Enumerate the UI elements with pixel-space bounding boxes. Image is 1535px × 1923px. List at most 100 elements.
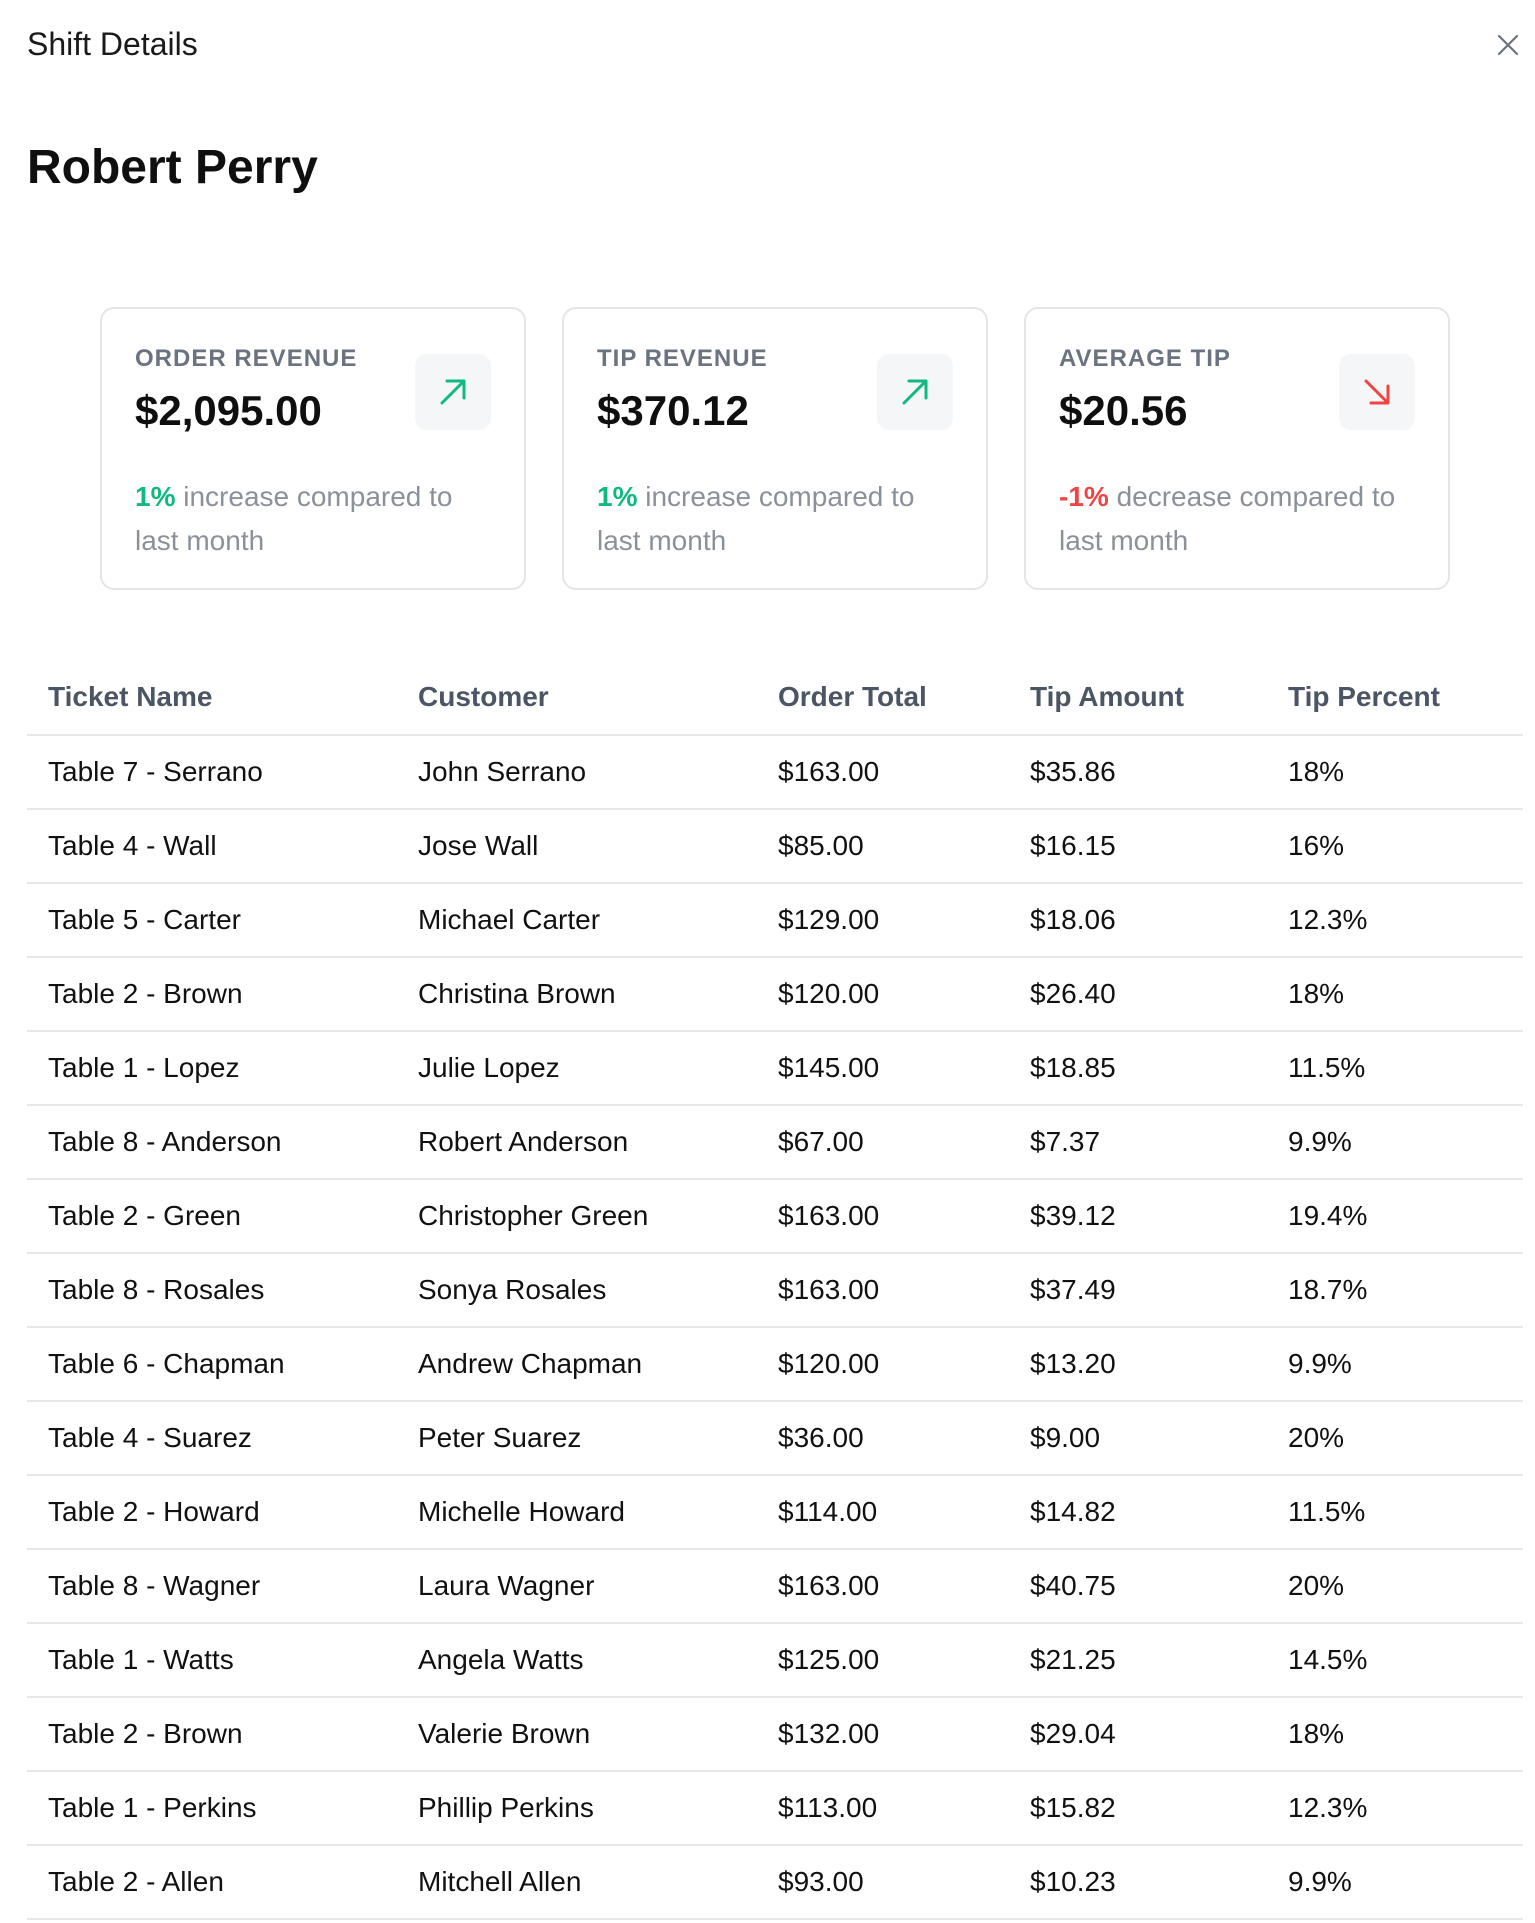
cell-tip-amount: $18.85 bbox=[1009, 1031, 1267, 1106]
cell-order-total: $125.00 bbox=[757, 1623, 1009, 1698]
cell-customer: Jose Wall bbox=[397, 809, 757, 884]
cell-order-total: $114.00 bbox=[757, 1475, 1009, 1550]
cell-tip-amount: $9.00 bbox=[1009, 1401, 1267, 1476]
cell-tip-amount: $35.86 bbox=[1009, 735, 1267, 810]
stat-card-value: $20.56 bbox=[1059, 387, 1188, 434]
stat-card-label: TIP REVENUE bbox=[597, 345, 768, 372]
cell-ticket-name: Table 1 - Lopez bbox=[27, 1031, 397, 1106]
cell-tip-amount: $40.75 bbox=[1009, 1549, 1267, 1624]
cell-order-total: $113.00 bbox=[757, 1771, 1009, 1846]
trend-badge bbox=[1339, 354, 1415, 430]
table-row[interactable]: Table 7 - Serrano John Serrano $163.00 $35.… bbox=[27, 735, 1523, 810]
stat-cards: ORDER REVENUE $2,095.00 1% increase comp… bbox=[100, 307, 1450, 592]
cell-tip-percent: 12.3% bbox=[1267, 1771, 1523, 1846]
arrow-up-right-icon bbox=[440, 379, 466, 405]
cell-ticket-name: Table 1 - Watts bbox=[27, 1623, 397, 1698]
cell-customer: Andrew Chapman bbox=[397, 1327, 757, 1402]
table-row[interactable]: Table 2 - Allen Mitchell Allen $93.00 $10.2… bbox=[27, 1845, 1523, 1920]
column-header-tip-percent[interactable]: Tip Percent bbox=[1267, 660, 1523, 736]
cell-customer: Julie Lopez bbox=[397, 1031, 757, 1106]
cell-order-total: $85.00 bbox=[757, 809, 1009, 884]
cell-tip-percent: 9.9% bbox=[1267, 1105, 1523, 1180]
stat-card-tip-revenue: TIP REVENUE $370.12 1% increase compared… bbox=[562, 307, 988, 590]
stat-card-average-tip: AVERAGE TIP $20.56 -1% decrease compared… bbox=[1024, 307, 1450, 590]
cell-order-total: $145.00 bbox=[757, 1031, 1009, 1106]
table-row[interactable]: Table 2 - Brown Christina Brown $120.00 $26… bbox=[27, 957, 1523, 1032]
cell-tip-percent: 18% bbox=[1267, 957, 1523, 1032]
cell-order-total: $132.00 bbox=[757, 1697, 1009, 1772]
trend-badge bbox=[415, 354, 491, 430]
table-row[interactable]: Table 8 - Rosales Sonya Rosales $163.00 $37… bbox=[27, 1253, 1523, 1328]
cell-customer: Laura Wagner bbox=[397, 1549, 757, 1624]
table-row[interactable]: Table 8 - Anderson Robert Anderson $67.00 $… bbox=[27, 1105, 1523, 1180]
cell-tip-percent: 19.4% bbox=[1267, 1179, 1523, 1254]
cell-tip-percent: 16% bbox=[1267, 809, 1523, 884]
table-row[interactable]: Table 1 - Lopez Julie Lopez $145.00 $18.85 1… bbox=[27, 1031, 1523, 1106]
cell-tip-amount: $10.23 bbox=[1009, 1845, 1267, 1920]
cell-customer: Robert Anderson bbox=[397, 1105, 757, 1180]
table-row[interactable]: Table 4 - Wall Jose Wall $85.00 $16.15 16% bbox=[27, 809, 1523, 884]
stat-card-value: $2,095.00 bbox=[135, 387, 322, 434]
table-row[interactable]: Table 1 - Perkins Phillip Perkins $113.00 $… bbox=[27, 1771, 1523, 1846]
cell-customer: Phillip Perkins bbox=[397, 1771, 757, 1846]
delta-percent: 1% bbox=[135, 481, 176, 512]
cell-ticket-name: Table 6 - Chapman bbox=[27, 1327, 397, 1402]
table-row[interactable]: Table 6 - Chapman Andrew Chapman $120.00 $1… bbox=[27, 1327, 1523, 1402]
close-button[interactable] bbox=[1493, 30, 1523, 60]
cell-tip-amount: $29.04 bbox=[1009, 1697, 1267, 1772]
delta-text: increase compared to last month bbox=[597, 481, 915, 556]
table-row[interactable]: Table 2 - Howard Michelle Howard $114.00 $1… bbox=[27, 1475, 1523, 1550]
table-row[interactable]: Table 2 - Green Christopher Green $163.00 $… bbox=[27, 1179, 1523, 1254]
cell-tip-amount: $18.06 bbox=[1009, 883, 1267, 958]
tickets-table-container: Ticket Name Customer Order Total Tip Amo… bbox=[27, 660, 1523, 1920]
cell-tip-percent: 11.5% bbox=[1267, 1031, 1523, 1106]
cell-order-total: $163.00 bbox=[757, 735, 1009, 810]
cell-tip-amount: $14.82 bbox=[1009, 1475, 1267, 1550]
table-row[interactable]: Table 8 - Wagner Laura Wagner $163.00 $40.7… bbox=[27, 1549, 1523, 1624]
cell-ticket-name: Table 8 - Wagner bbox=[27, 1549, 397, 1624]
cell-order-total: $163.00 bbox=[757, 1253, 1009, 1328]
stat-card-value: $370.12 bbox=[597, 387, 749, 434]
cell-customer: Mitchell Allen bbox=[397, 1845, 757, 1920]
column-header-tip-amount[interactable]: Tip Amount bbox=[1009, 660, 1267, 736]
cell-tip-percent: 9.9% bbox=[1267, 1327, 1523, 1402]
column-header-ticket-name[interactable]: Ticket Name bbox=[27, 660, 397, 736]
delta-percent: -1% bbox=[1059, 481, 1109, 512]
table-row[interactable]: Table 1 - Watts Angela Watts $125.00 $21.25… bbox=[27, 1623, 1523, 1698]
stat-card-delta: 1% increase compared to last month bbox=[135, 475, 495, 563]
table-row[interactable]: Table 4 - Suarez Peter Suarez $36.00 $9.00 2… bbox=[27, 1401, 1523, 1476]
cell-ticket-name: Table 8 - Rosales bbox=[27, 1253, 397, 1328]
cell-order-total: $163.00 bbox=[757, 1549, 1009, 1624]
cell-customer: Christopher Green bbox=[397, 1179, 757, 1254]
table-header-row: Ticket Name Customer Order Total Tip Amo… bbox=[27, 660, 1523, 736]
cell-customer: Christina Brown bbox=[397, 957, 757, 1032]
stat-card-delta: 1% increase compared to last month bbox=[597, 475, 957, 563]
cell-tip-percent: 12.3% bbox=[1267, 883, 1523, 958]
cell-order-total: $129.00 bbox=[757, 883, 1009, 958]
cell-order-total: $120.00 bbox=[757, 957, 1009, 1032]
cell-ticket-name: Table 7 - Serrano bbox=[27, 735, 397, 810]
cell-customer: Michael Carter bbox=[397, 883, 757, 958]
cell-customer: Valerie Brown bbox=[397, 1697, 757, 1772]
cell-ticket-name: Table 4 - Suarez bbox=[27, 1401, 397, 1476]
cell-order-total: $120.00 bbox=[757, 1327, 1009, 1402]
table-row[interactable]: Table 5 - Carter Michael Carter $129.00 $18… bbox=[27, 883, 1523, 958]
cell-tip-amount: $16.15 bbox=[1009, 809, 1267, 884]
cell-order-total: $36.00 bbox=[757, 1401, 1009, 1476]
cell-tip-amount: $7.37 bbox=[1009, 1105, 1267, 1180]
table-row[interactable]: Table 2 - Brown Valerie Brown $132.00 $29.0… bbox=[27, 1697, 1523, 1772]
table-body: Table 7 - Serrano John Serrano $163.00 $35.… bbox=[27, 735, 1523, 1920]
cell-tip-amount: $39.12 bbox=[1009, 1179, 1267, 1254]
delta-text: increase compared to last month bbox=[135, 481, 453, 556]
column-header-customer[interactable]: Customer bbox=[397, 660, 757, 736]
cell-ticket-name: Table 4 - Wall bbox=[27, 809, 397, 884]
cell-tip-percent: 20% bbox=[1267, 1401, 1523, 1476]
cell-order-total: $67.00 bbox=[757, 1105, 1009, 1180]
stat-card-label: AVERAGE TIP bbox=[1059, 345, 1231, 372]
cell-tip-amount: $37.49 bbox=[1009, 1253, 1267, 1328]
cell-ticket-name: Table 2 - Brown bbox=[27, 957, 397, 1032]
cell-tip-amount: $13.20 bbox=[1009, 1327, 1267, 1402]
column-header-order-total[interactable]: Order Total bbox=[757, 660, 1009, 736]
stat-card-order-revenue: ORDER REVENUE $2,095.00 1% increase comp… bbox=[100, 307, 526, 590]
cell-tip-percent: 20% bbox=[1267, 1549, 1523, 1624]
